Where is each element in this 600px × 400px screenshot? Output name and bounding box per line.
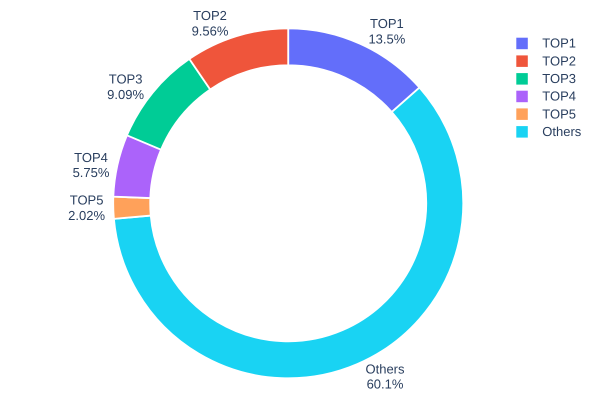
svg-text:5.75%: 5.75% xyxy=(73,165,110,180)
svg-text:TOP4: TOP4 xyxy=(542,89,576,104)
svg-text:9.09%: 9.09% xyxy=(107,87,144,102)
svg-text:9.56%: 9.56% xyxy=(192,24,229,39)
svg-text:TOP1: TOP1 xyxy=(370,16,404,31)
svg-text:TOP3: TOP3 xyxy=(542,71,576,86)
svg-text:TOP5: TOP5 xyxy=(70,193,104,208)
svg-text:TOP2: TOP2 xyxy=(193,8,227,23)
svg-text:TOP2: TOP2 xyxy=(542,53,576,68)
svg-text:Others: Others xyxy=(365,361,405,376)
svg-text:TOP5: TOP5 xyxy=(542,106,576,121)
svg-text:TOP4: TOP4 xyxy=(74,150,108,165)
svg-text:TOP1: TOP1 xyxy=(542,36,576,51)
svg-text:60.1%: 60.1% xyxy=(367,377,404,392)
svg-text:Others: Others xyxy=(542,124,582,139)
svg-text:TOP3: TOP3 xyxy=(109,71,143,86)
svg-text:13.5%: 13.5% xyxy=(368,32,405,47)
svg-text:2.02%: 2.02% xyxy=(68,208,105,223)
